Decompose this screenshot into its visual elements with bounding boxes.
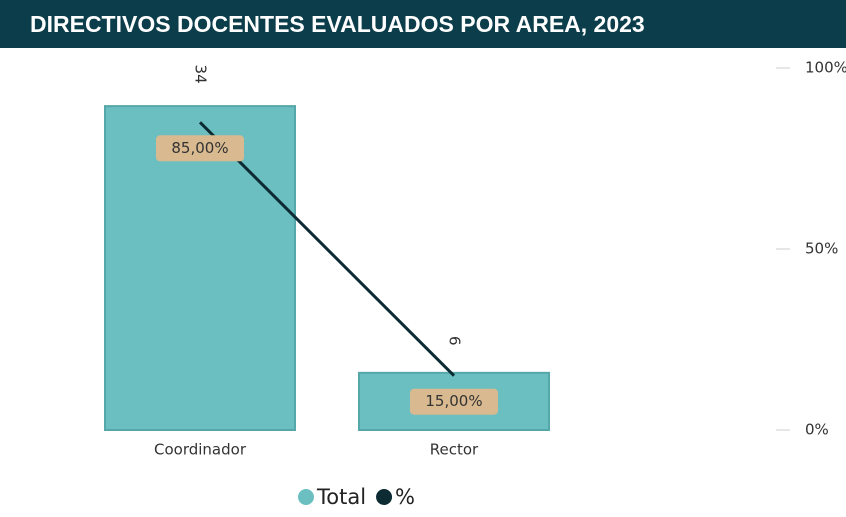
bar-value-label: 6 <box>446 336 464 346</box>
bar-value-label: 34 <box>192 65 210 84</box>
x-tick-label: Rector <box>430 441 479 459</box>
y2-tick-label: 100% <box>805 59 846 77</box>
chart-title: DIRECTIVOS DOCENTES EVALUADOS POR AREA, … <box>30 11 645 37</box>
line-value-label: 85,00% <box>171 139 228 157</box>
title-bar <box>0 0 846 48</box>
legend-marker <box>376 489 393 505</box>
legend-label: % <box>395 485 415 509</box>
x-tick-label: Coordinador <box>154 441 247 459</box>
legend-label: Total <box>316 485 366 509</box>
legend-marker <box>298 489 314 505</box>
y2-tick-label: 50% <box>805 240 838 258</box>
line-value-label: 15,00% <box>425 392 482 410</box>
value-label-box <box>410 388 498 415</box>
line <box>198 121 456 377</box>
y2-tick-label: 0% <box>805 421 829 439</box>
value-label-box <box>156 135 244 162</box>
